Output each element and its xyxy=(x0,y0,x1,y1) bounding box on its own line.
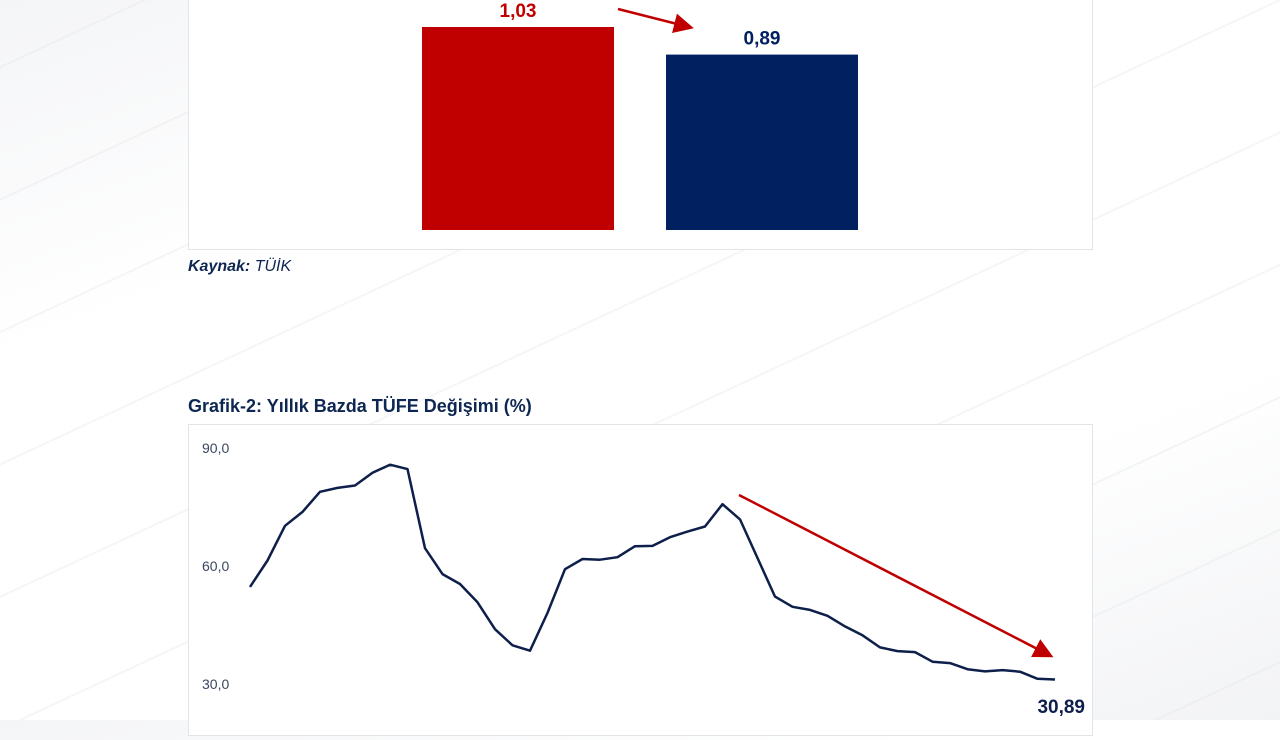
bar-chart: 1,03 0,89 xyxy=(189,0,1092,249)
bar-data-label-1: 1,03 xyxy=(500,1,537,22)
source-note: Kaynak: TÜİK xyxy=(188,258,291,276)
source-label: Kaynak: xyxy=(188,258,250,275)
bar-chart-panel: 1,03 0,89 xyxy=(188,0,1093,250)
bar-data-label-2: 0,89 xyxy=(744,29,781,50)
chart-title: Grafik-2: Yıllık Bazda TÜFE Değişimi (%) xyxy=(188,396,532,417)
trend-arrow xyxy=(739,495,1049,655)
line-chart-panel: 90,0 60,0 30,0 30,89 xyxy=(188,424,1093,736)
cpi-line xyxy=(250,465,1055,680)
source-value: TÜİK xyxy=(255,258,291,275)
end-value-label: 30,89 xyxy=(1037,697,1085,718)
line-chart: 90,0 60,0 30,0 30,89 xyxy=(189,425,1092,735)
y-tick-label: 30,0 xyxy=(202,676,229,692)
bar-1 xyxy=(422,27,614,230)
y-tick-label: 60,0 xyxy=(202,558,229,574)
y-tick-label: 90,0 xyxy=(202,440,229,456)
trend-arrow xyxy=(618,9,689,27)
bar-2 xyxy=(666,55,858,230)
